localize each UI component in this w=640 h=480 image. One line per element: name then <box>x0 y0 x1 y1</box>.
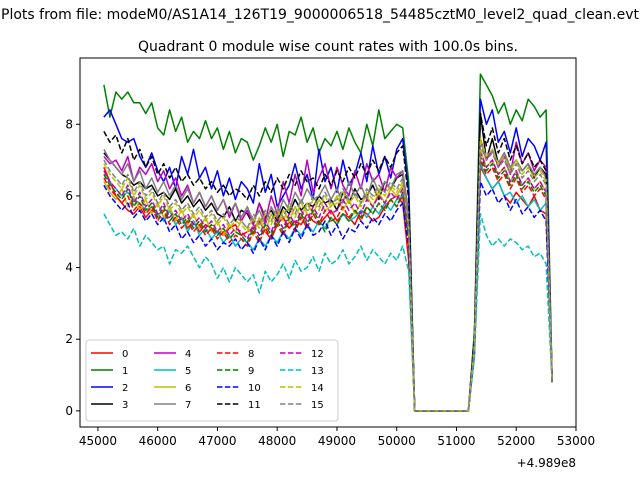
y-tick-label: 4 <box>65 261 73 275</box>
series-line-14 <box>103 137 553 412</box>
series-line-4 <box>103 137 553 412</box>
x-tick-label: 51000 <box>437 434 475 448</box>
legend-label-7: 7 <box>185 400 191 411</box>
series-line-13 <box>103 213 553 412</box>
legend-label-13: 13 <box>311 366 324 377</box>
x-axis-offset-label: +4.989e8 <box>517 456 576 470</box>
axes-frame <box>79 57 577 428</box>
x-tick-label: 52000 <box>497 434 535 448</box>
legend-label-4: 4 <box>185 349 191 360</box>
legend-label-11: 11 <box>248 400 261 411</box>
x-tick-label: 47000 <box>198 434 236 448</box>
legend-label-14: 14 <box>311 383 324 394</box>
series-line-12 <box>103 152 553 412</box>
x-tick-label: 48000 <box>258 434 296 448</box>
legend-box <box>85 339 339 422</box>
legend-label-2: 2 <box>122 383 128 394</box>
series-layer <box>103 73 553 412</box>
y-tick-label: 8 <box>65 117 73 131</box>
legend-label-1: 1 <box>122 366 128 377</box>
x-tick-label: 46000 <box>139 434 177 448</box>
x-tick-label: 45000 <box>79 434 117 448</box>
series-line-5 <box>103 162 553 412</box>
legend-label-10: 10 <box>248 383 261 394</box>
series-line-11 <box>103 112 553 412</box>
x-tick-label: 49000 <box>318 434 356 448</box>
series-line-15 <box>103 145 553 412</box>
y-axis: 0 2 4 6 8 <box>65 117 80 418</box>
series-line-10 <box>103 180 553 412</box>
y-tick-label: 2 <box>65 332 73 346</box>
legend-label-6: 6 <box>185 383 191 394</box>
series-line-8 <box>103 159 553 412</box>
legend-label-9: 9 <box>248 366 254 377</box>
legend-label-3: 3 <box>122 400 128 411</box>
series-line-1 <box>103 73 553 412</box>
legend-label-15: 15 <box>311 400 324 411</box>
series-line-9 <box>103 155 553 412</box>
figure-suptitle: Plots from file: modeM0/AS1A14_126T19_90… <box>1 7 639 23</box>
x-axis: 45000 46000 47000 48000 49000 50000 51000 52000… <box>79 427 595 448</box>
x-tick-label: 53000 <box>557 434 595 448</box>
legend-label-0: 0 <box>122 349 128 360</box>
y-tick-label: 6 <box>65 189 73 203</box>
chart-title: Quadrant 0 module wise count rates with … <box>138 39 518 55</box>
legend-label-8: 8 <box>248 349 254 360</box>
x-tick-label: 50000 <box>378 434 416 448</box>
legend-label-5: 5 <box>185 366 191 377</box>
legend-label-12: 12 <box>311 349 324 360</box>
y-tick-label: 0 <box>65 404 73 418</box>
